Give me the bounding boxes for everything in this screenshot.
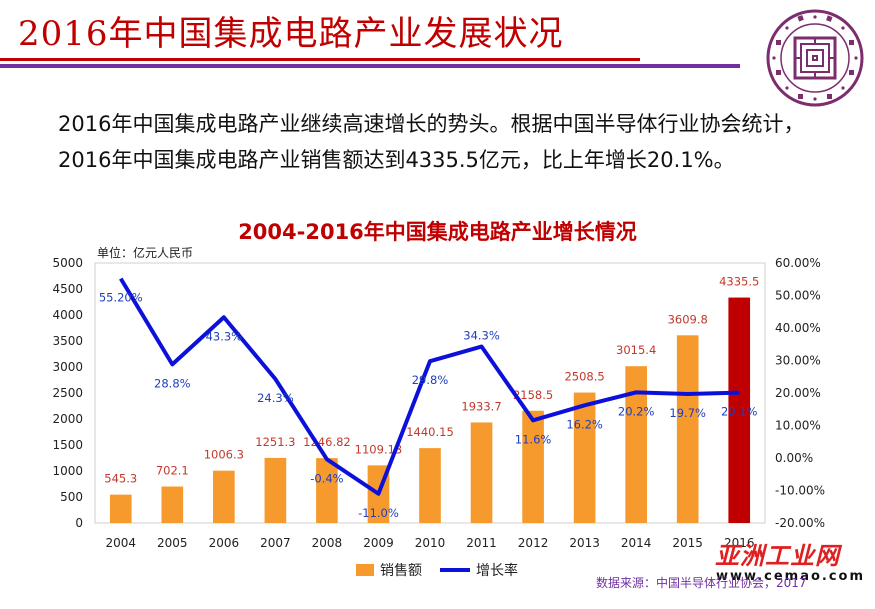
- y-left-tick-label: 2500: [52, 386, 83, 400]
- growth-rate-label: 11.6%: [515, 432, 552, 446]
- title-divider: [0, 58, 640, 61]
- growth-rate-label: 43.3%: [206, 329, 243, 343]
- y-right-tick-label: 30.00%: [775, 354, 821, 368]
- y-left-tick-label: 500: [60, 490, 83, 504]
- bar: [470, 422, 493, 523]
- y-left-tick-label: 2000: [52, 412, 83, 426]
- growth-rate-label: 20.1%: [721, 405, 758, 419]
- bar-value-label: 3609.8: [668, 312, 708, 326]
- y-left-tick-label: 3500: [52, 334, 83, 348]
- y-right-tick-label: 20.00%: [775, 386, 821, 400]
- bar: [728, 297, 751, 523]
- bar-value-label: 1933.7: [461, 399, 501, 413]
- bar-value-label: 2508.5: [564, 370, 604, 384]
- y-right-tick-label: -20.00%: [775, 516, 825, 530]
- x-tick-label: 2007: [260, 536, 291, 550]
- legend-label-growth: 增长率: [476, 562, 518, 579]
- y-left-tick-label: 1500: [52, 438, 83, 452]
- x-tick-label: 2006: [209, 536, 240, 550]
- growth-rate-label: 34.3%: [463, 329, 500, 343]
- y-right-tick-label: 40.00%: [775, 321, 821, 335]
- bar: [419, 448, 441, 523]
- data-source-note: 数据来源：中国半导体行业协会，2017: [596, 576, 807, 590]
- y-right-tick-label: -10.00%: [775, 484, 825, 498]
- y-left-tick-label: 4000: [52, 308, 83, 322]
- growth-rate-label: 28.8%: [154, 376, 191, 390]
- y-right-tick-label: 60.00%: [775, 256, 821, 270]
- page-title: 2016年中国集成电路产业发展状况: [18, 14, 564, 54]
- bar: [109, 494, 132, 523]
- bar-value-label: 702.1: [156, 463, 189, 477]
- growth-rate-label: 24.3%: [257, 391, 294, 405]
- x-tick-label: 2008: [312, 536, 343, 550]
- bar-value-label: 1246.82: [303, 435, 351, 449]
- x-tick-label: 2012: [518, 536, 549, 550]
- bar-value-label: 1006.3: [204, 448, 244, 462]
- watermark-logo: 亚洲工业网: [715, 542, 840, 570]
- unit-label: 单位：亿元人民币: [97, 245, 193, 260]
- y-left-tick-label: 3000: [52, 360, 83, 374]
- bar: [676, 335, 699, 523]
- y-right-tick-label: 10.00%: [775, 419, 821, 433]
- bar-value-label: 1251.3: [255, 435, 295, 449]
- growth-rate-label: 19.7%: [669, 406, 706, 420]
- y-left-tick-label: 0: [75, 516, 83, 530]
- growth-rate-line: [119, 277, 740, 496]
- legend-label-sales: 销售额: [380, 563, 422, 579]
- y-right-tick-label: 50.00%: [775, 289, 821, 303]
- x-tick-label: 2013: [569, 536, 600, 550]
- bar: [213, 470, 235, 523]
- bar: [573, 392, 596, 523]
- bar-value-label: 3015.4: [616, 343, 656, 357]
- bar-value-label: 4335.5: [719, 275, 759, 289]
- growth-rate-label: 16.2%: [566, 417, 603, 431]
- growth-rate-label: -0.4%: [310, 471, 343, 485]
- y-left-tick-label: 4500: [52, 282, 83, 296]
- bar: [264, 457, 287, 523]
- x-tick-label: 2005: [157, 536, 188, 550]
- bar: [625, 366, 647, 523]
- bar: [522, 410, 544, 523]
- growth-rate-label: 55.20%: [99, 291, 143, 305]
- growth-rate-label: 20.2%: [618, 404, 655, 418]
- chart-title: 2004-2016年中国集成电路产业增长情况: [238, 220, 637, 244]
- title-divider-accent: [0, 64, 740, 68]
- bar: [316, 458, 338, 523]
- bar-value-label: 545.3: [104, 472, 137, 486]
- y-left-tick-label: 1000: [52, 464, 83, 478]
- x-tick-label: 2011: [466, 536, 497, 550]
- x-tick-label: 2016: [724, 536, 755, 550]
- watermark-url: www.cemao.com: [716, 569, 866, 584]
- x-tick-label: 2014: [621, 536, 652, 550]
- bar-value-label: 2158.5: [513, 388, 553, 402]
- x-tick-label: 2004: [105, 536, 136, 550]
- x-tick-label: 2010: [415, 536, 446, 550]
- bar: [161, 486, 184, 523]
- university-seal-logo: [766, 9, 864, 107]
- y-right-tick-label: 0.00%: [775, 451, 813, 465]
- x-tick-label: 2015: [672, 536, 703, 550]
- y-left-tick-label: 5000: [52, 256, 83, 270]
- bar-value-label: 1440.15: [406, 425, 454, 439]
- growth-rate-label: 29.8%: [412, 373, 449, 387]
- intro-paragraph: 2016年中国集成电路产业继续高速增长的势头。根据中国半导体行业协会统计，201…: [58, 112, 805, 172]
- x-tick-label: 2009: [363, 536, 394, 550]
- growth-rate-label: -11.0%: [358, 506, 399, 520]
- legend-swatch-sales: [356, 564, 374, 576]
- bar-value-label: 1109.13: [355, 442, 403, 456]
